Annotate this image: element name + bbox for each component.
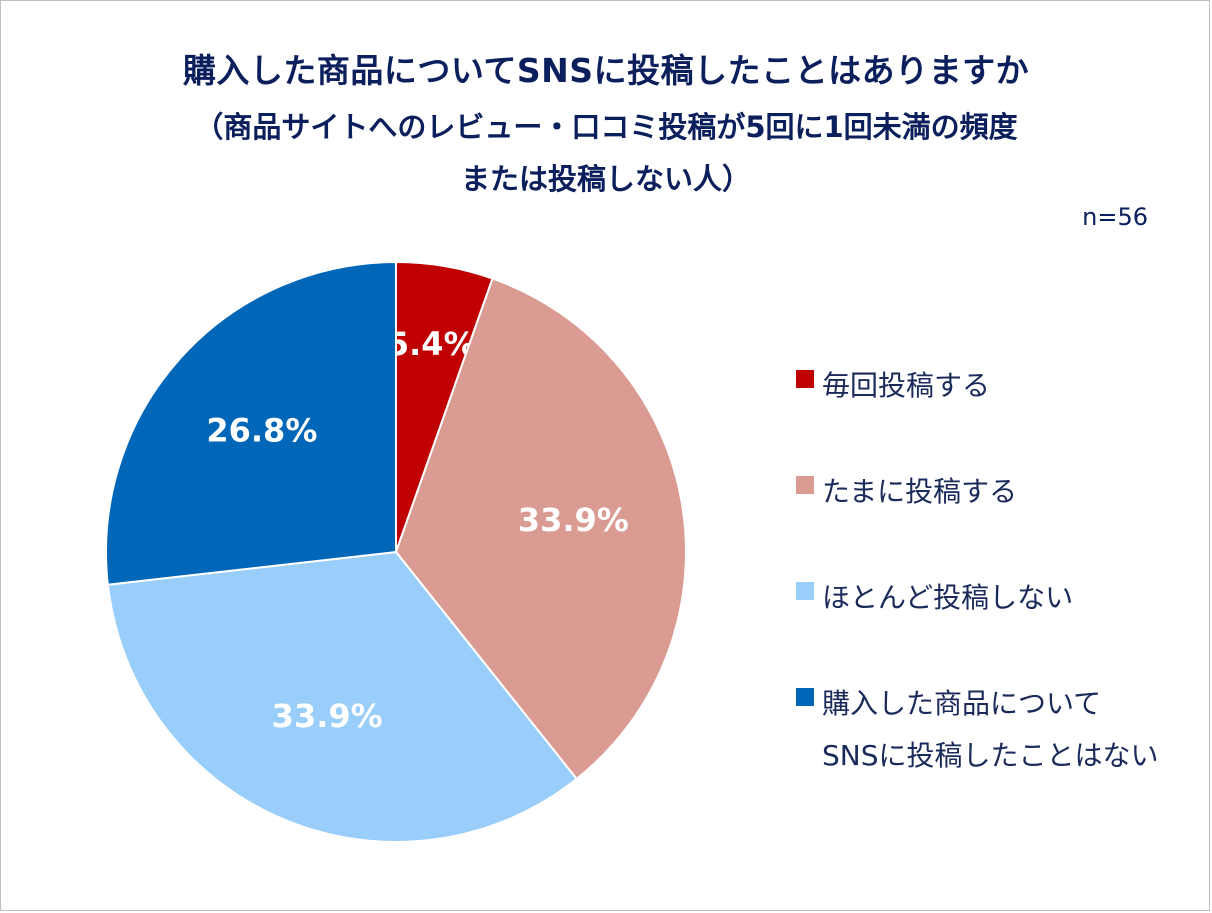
pie-slice-2 bbox=[394, 277, 687, 781]
legend-item-4: 購入した商品について SNSに投稿したことはない bbox=[796, 678, 1159, 782]
slice-data-label-4: 26.8% bbox=[206, 411, 317, 449]
legend-swatch bbox=[796, 582, 814, 600]
chart-subtitle-line-2: または投稿しない人） bbox=[460, 162, 751, 196]
legend-label: 購入した商品について SNSに投稿したことはない bbox=[822, 687, 1159, 772]
legend-swatch bbox=[796, 688, 814, 706]
legend-item-3: ほとんど投稿しない bbox=[796, 572, 1073, 624]
legend-swatch bbox=[796, 370, 814, 388]
slice-data-label-1: 5.4% bbox=[387, 325, 476, 363]
pie-slice-3 bbox=[106, 550, 579, 843]
legend-label: 毎回投稿する bbox=[822, 369, 991, 402]
legend-item-1: 毎回投稿する bbox=[796, 360, 990, 412]
legend-item-2: たまに投稿する bbox=[796, 466, 1017, 518]
legend-label: ほとんど投稿しない bbox=[822, 581, 1074, 614]
pie-slice-4 bbox=[105, 260, 397, 586]
slice-data-label-2: 33.9% bbox=[518, 501, 629, 539]
slice-data-label-3: 33.9% bbox=[272, 697, 383, 735]
chart-title: 購入した商品についてSNSに投稿したことはありますか bbox=[182, 51, 1030, 90]
legend-swatch bbox=[796, 476, 814, 494]
legend-label: たまに投稿する bbox=[822, 475, 1018, 508]
sample-size-label: n=56 bbox=[1082, 203, 1148, 231]
chart-subtitle-line-1: （商品サイトへのレビュー・口コミ投稿が5回に1回未満の頻度 bbox=[194, 110, 1018, 144]
